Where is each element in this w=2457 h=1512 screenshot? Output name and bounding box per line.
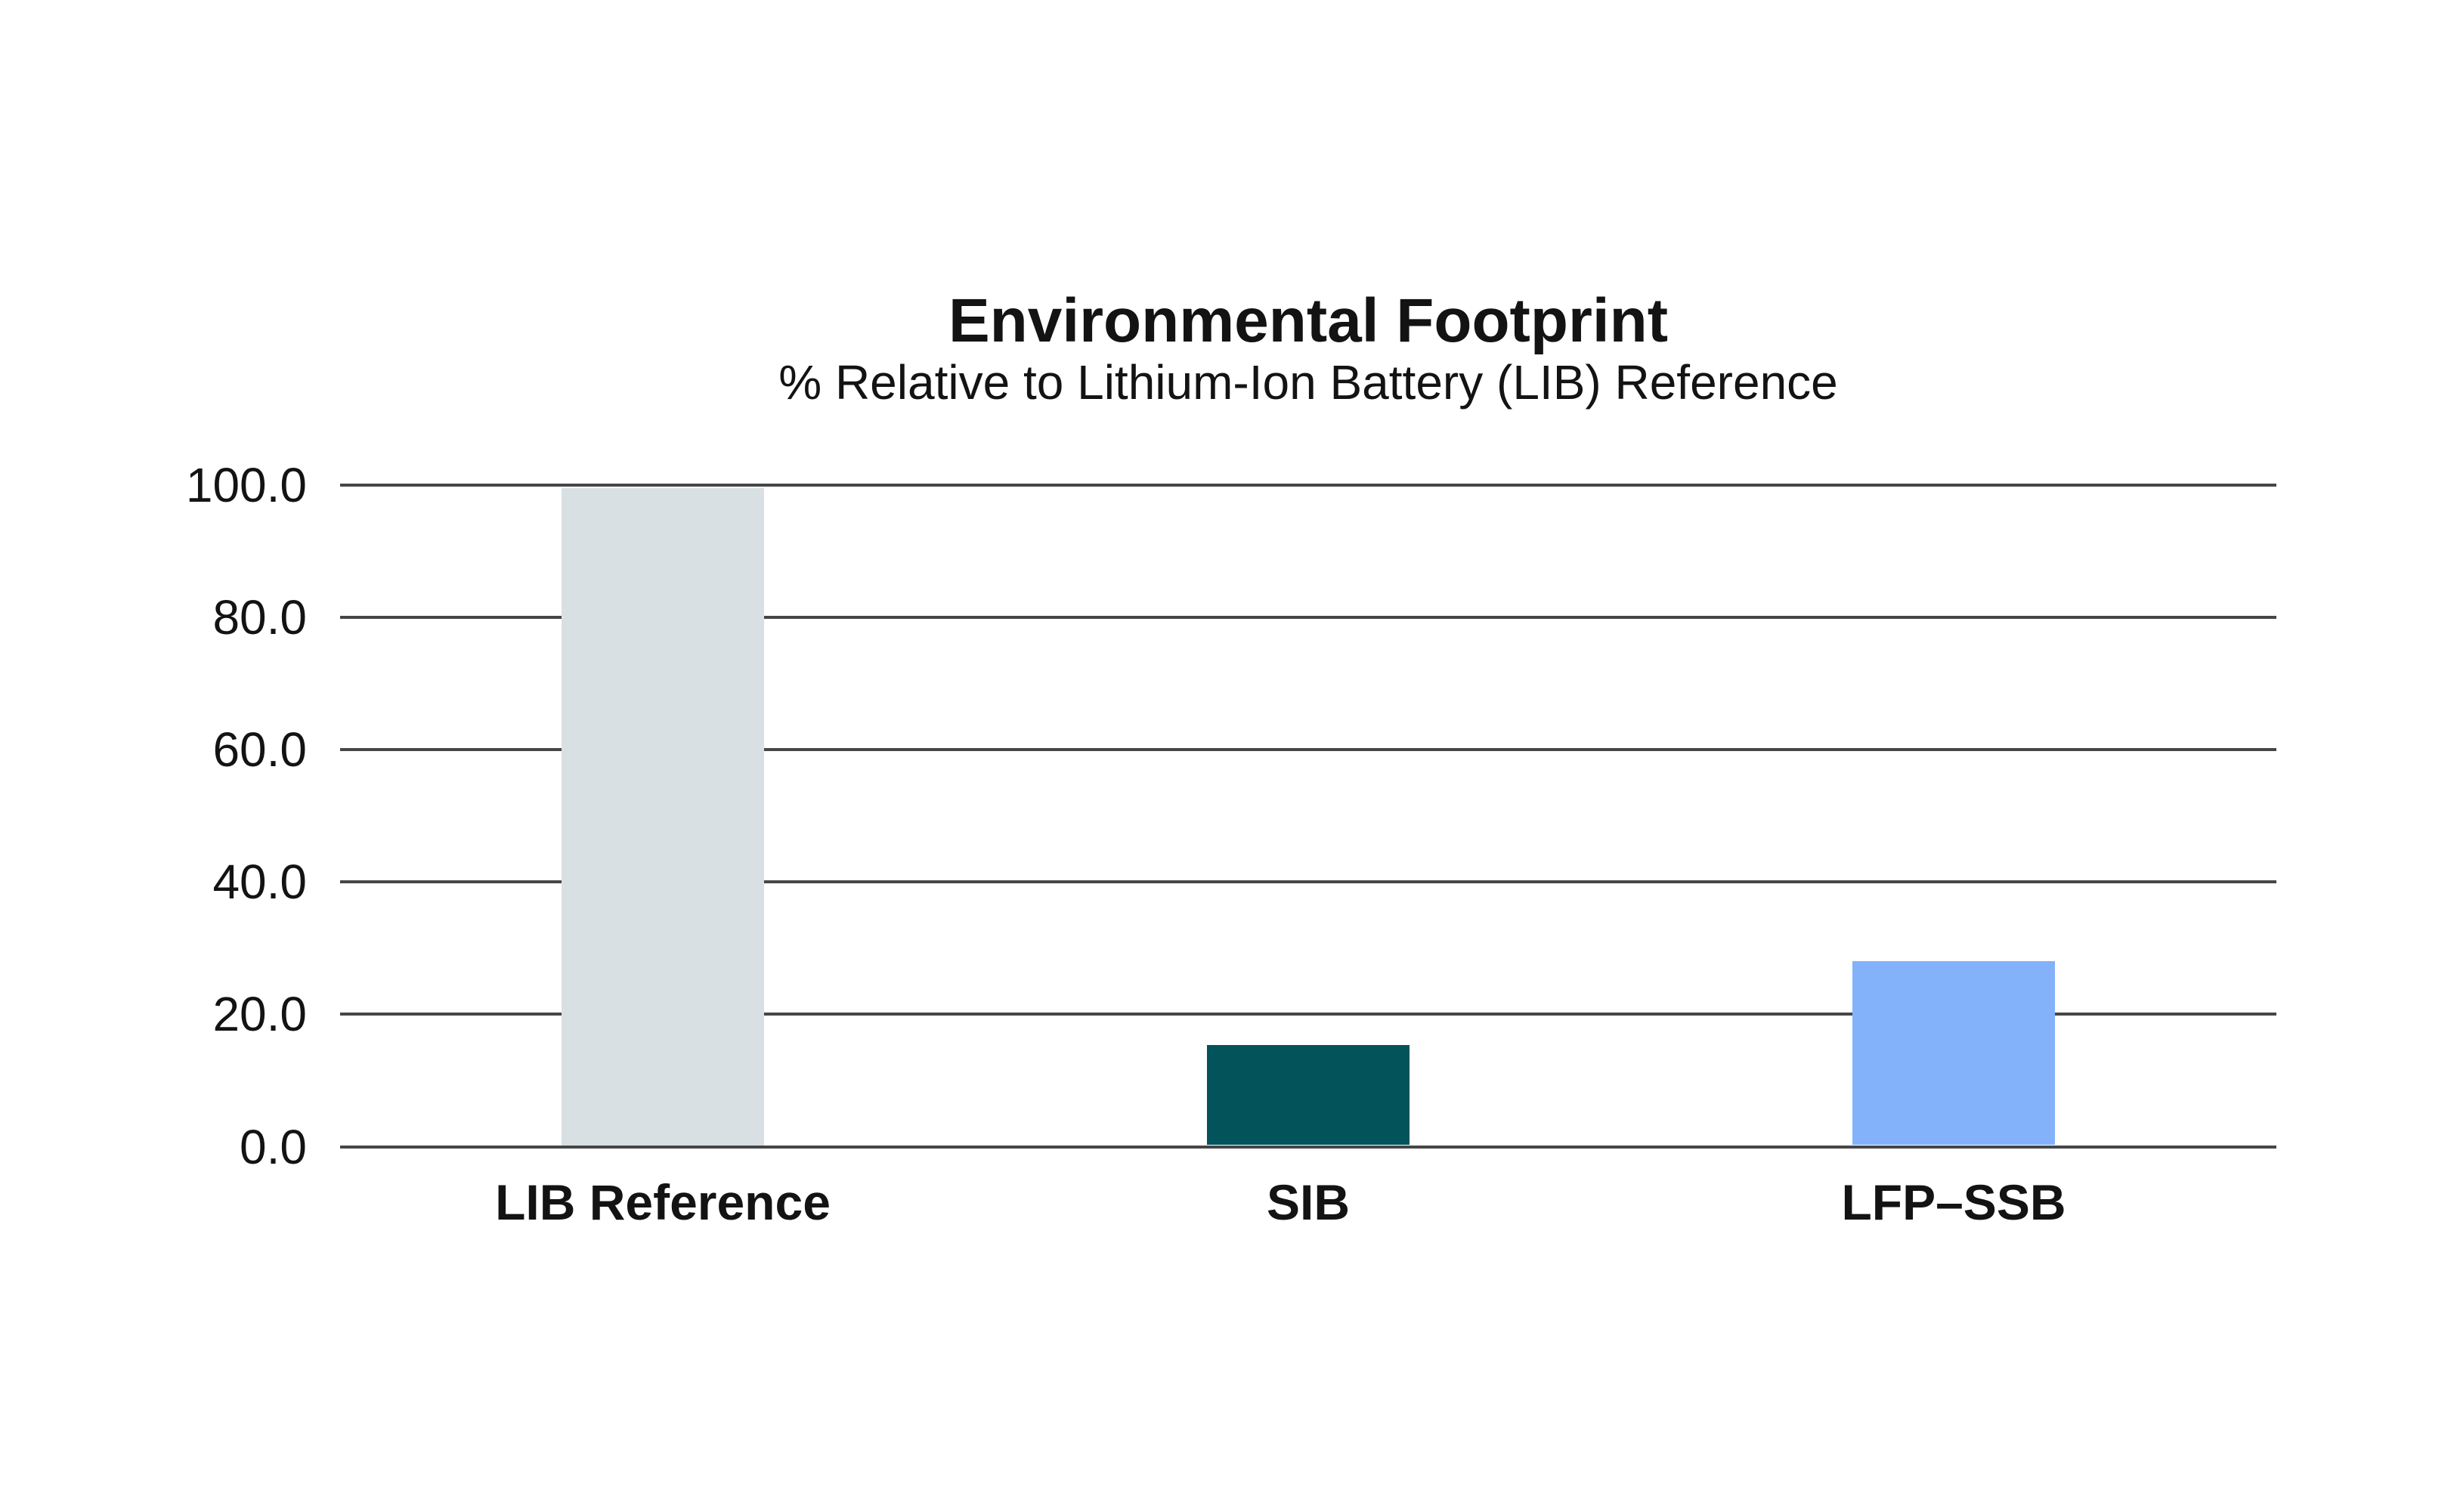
xlabel-lfp-ssb: LFP–SSB bbox=[1841, 1174, 2066, 1230]
ytick-label-40: 40.0 bbox=[212, 855, 307, 910]
gridline-y-100 bbox=[340, 483, 2276, 487]
gridline-y-80 bbox=[340, 615, 2276, 619]
ytick-label-60: 60.0 bbox=[212, 722, 307, 777]
ytick-label-20: 20.0 bbox=[212, 987, 307, 1042]
xlabel-sib: SIB bbox=[1266, 1174, 1351, 1230]
chart-subtitle: % Relative to Lithium-Ion Battery (LIB) … bbox=[778, 355, 1838, 410]
ytick-label-0: 0.0 bbox=[240, 1119, 307, 1174]
gridline-y-60 bbox=[340, 747, 2276, 751]
gridline-y-20 bbox=[340, 1013, 2276, 1016]
bar-sib bbox=[1207, 1045, 1410, 1146]
bar-lib-reference bbox=[562, 487, 764, 1146]
ytick-label-80: 80.0 bbox=[212, 589, 307, 645]
bar-lfp-ssb bbox=[1852, 961, 2055, 1146]
xlabel-lib-reference: LIB Reference bbox=[495, 1174, 831, 1230]
gridline-y-0 bbox=[340, 1145, 2276, 1149]
gridline-y-40 bbox=[340, 880, 2276, 884]
ytick-label-100: 100.0 bbox=[185, 457, 307, 512]
chart-title: Environmental Footprint bbox=[948, 286, 1669, 355]
